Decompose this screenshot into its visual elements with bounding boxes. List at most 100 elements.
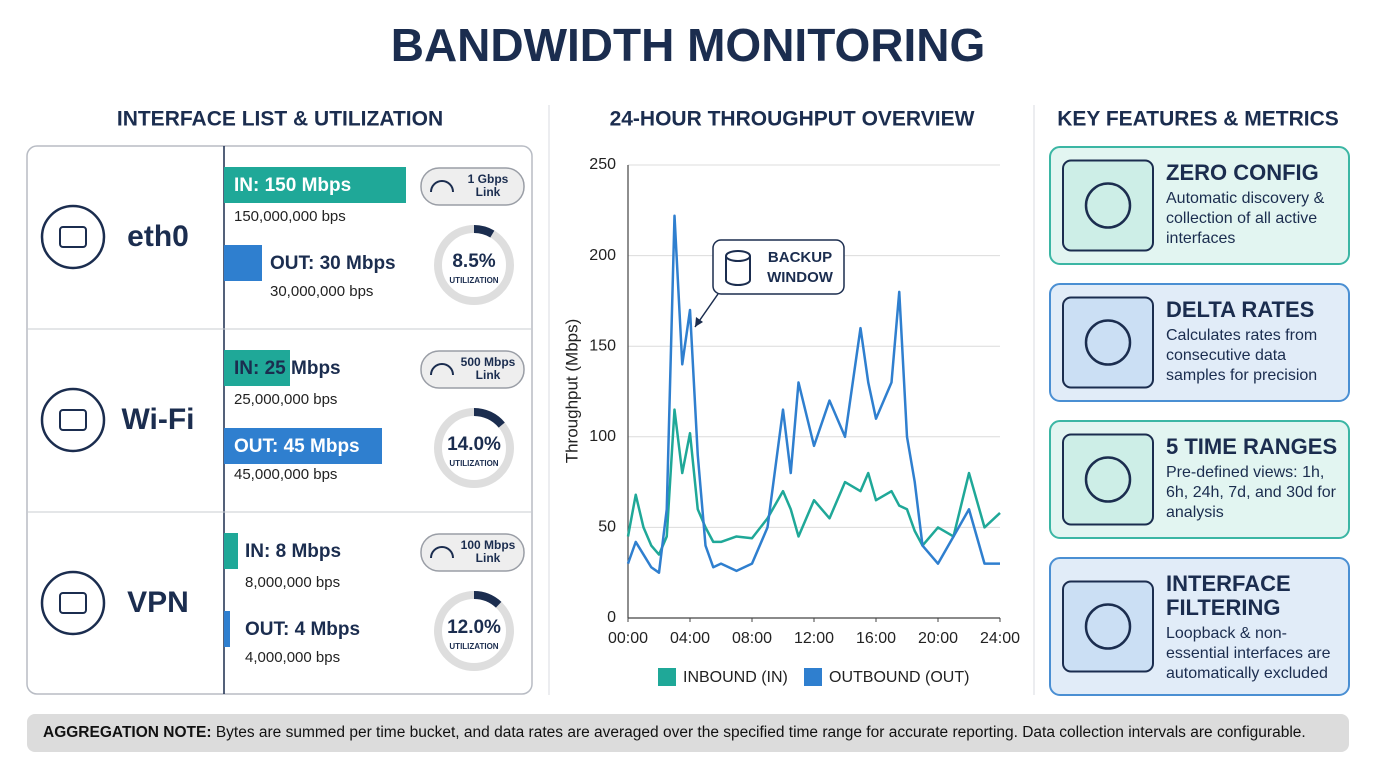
- section-heading: KEY FEATURES & METRICS: [1057, 108, 1339, 131]
- interface-icon: [40, 204, 106, 270]
- y-tick-label: 50: [598, 519, 616, 536]
- x-tick-label: 16:00: [856, 630, 896, 647]
- feature-text: INTERFACE FILTERING Loopback & non-essent…: [1166, 572, 1344, 684]
- utilization-caption: UTILIZATION: [449, 276, 498, 285]
- series-line: [626, 408, 1001, 556]
- in-bps: 150,000,000 bps: [234, 208, 346, 225]
- gauge-arc: [473, 408, 505, 428]
- link-pill: [420, 167, 525, 206]
- section-heading: INTERFACE LIST & UTILIZATION: [117, 108, 443, 131]
- series-line: [626, 214, 1000, 574]
- x-tick-label: 08:00: [732, 630, 772, 647]
- gauge-arc: [473, 591, 502, 608]
- out-bps: 4,000,000 bps: [245, 649, 340, 666]
- in-bps: 25,000,000 bps: [234, 391, 337, 408]
- link-label: 100 Mbps Link: [460, 538, 516, 565]
- y-tick-label: 250: [589, 156, 616, 173]
- note-text: Bytes are summed per time bucket, and da…: [215, 724, 1306, 741]
- interface-icon: [40, 387, 106, 453]
- utilization-value: 8.5%: [452, 251, 495, 272]
- utilization-caption: UTILIZATION: [449, 459, 498, 468]
- link-label: 500 Mbps Link: [460, 355, 516, 382]
- annotation-arrowhead: [695, 317, 703, 327]
- in-bar: [224, 167, 406, 203]
- in-bar: [224, 350, 290, 386]
- interface-icon: [40, 570, 106, 636]
- aggregation-note: AGGREGATION NOTE: Bytes are summed per t…: [43, 724, 1343, 742]
- x-tick-label: 24:00: [980, 630, 1020, 647]
- page-title: BANDWIDTH MONITORING: [391, 19, 986, 71]
- annotation-text: BACKUP: [768, 249, 832, 266]
- utilization-caption: UTILIZATION: [449, 642, 498, 651]
- interface-name: Wi-Fi: [121, 403, 194, 436]
- y-tick-label: 200: [589, 247, 616, 264]
- annotation-box: [712, 239, 845, 295]
- link-pill: [420, 533, 525, 572]
- link-label: 1 Gbps Link: [467, 172, 509, 199]
- in-label: IN: 8 Mbps: [245, 541, 341, 562]
- feature-icon-box: [1062, 296, 1154, 389]
- note-bar: [27, 714, 1349, 752]
- x-tick-label: 04:00: [670, 630, 710, 647]
- in-label: IN: 25 Mbps: [234, 358, 341, 379]
- link-pill: [420, 350, 525, 389]
- feature-description: Automatic discovery & collection of all …: [1166, 190, 1325, 247]
- legend-swatch: [658, 668, 676, 686]
- interface-icon-glyph: [59, 409, 87, 431]
- in-label: IN: 150 Mbps: [234, 175, 351, 196]
- out-label: OUT: 30 Mbps: [270, 253, 396, 274]
- feature-text: 5 TIME RANGES Pre-defined views: 1h, 6h, …: [1166, 435, 1344, 523]
- in-bps: 8,000,000 bps: [245, 574, 340, 591]
- feature-icon: [1084, 319, 1132, 366]
- interface-name: eth0: [127, 220, 189, 253]
- interface-name: VPN: [127, 586, 189, 619]
- x-tick-label: 00:00: [608, 630, 648, 647]
- out-bar: [224, 611, 230, 647]
- x-tick-label: 12:00: [794, 630, 834, 647]
- out-label: OUT: 45 Mbps: [234, 436, 360, 457]
- link-icon: [430, 546, 454, 559]
- feature-icon-box: [1062, 159, 1154, 252]
- y-axis-label: Throughput (Mbps): [562, 319, 581, 464]
- utilization-value: 14.0%: [447, 434, 501, 455]
- feature-icon-box: [1062, 433, 1154, 526]
- link-icon: [430, 363, 454, 376]
- feature-title: INTERFACE FILTERING: [1166, 571, 1291, 620]
- interface-panel: [26, 145, 533, 695]
- section-heading: 24-HOUR THROUGHPUT OVERVIEW: [610, 108, 975, 131]
- gauge-arc: [473, 225, 495, 238]
- feature-text: ZERO CONFIG Automatic discovery & collect…: [1166, 161, 1344, 249]
- y-tick-label: 100: [589, 428, 616, 445]
- feature-description: Loopback & non-essential interfaces are …: [1166, 625, 1331, 682]
- interface-icon-glyph: [59, 226, 87, 248]
- feature-icon: [1084, 603, 1132, 650]
- note-label: AGGREGATION NOTE:: [43, 724, 212, 741]
- utilization-value: 12.0%: [447, 617, 501, 638]
- annotation-icon: [725, 256, 751, 286]
- out-bar: [224, 245, 262, 281]
- feature-icon-box: [1062, 580, 1154, 673]
- y-tick-label: 0: [607, 609, 616, 626]
- legend-swatch: [804, 668, 822, 686]
- link-icon: [430, 180, 454, 193]
- feature-title: ZERO CONFIG: [1166, 160, 1319, 185]
- feature-icon: [1084, 456, 1132, 503]
- in-bar: [224, 533, 238, 569]
- feature-description: Calculates rates from consecutive data s…: [1166, 327, 1318, 384]
- feature-icon: [1084, 182, 1132, 229]
- feature-description: Pre-defined views: 1h, 6h, 24h, 7d, and …: [1166, 464, 1336, 521]
- legend-label: OUTBOUND (OUT): [829, 669, 969, 686]
- feature-title: DELTA RATES: [1166, 297, 1315, 322]
- out-bps: 30,000,000 bps: [270, 283, 373, 300]
- x-tick-label: 20:00: [918, 630, 958, 647]
- out-bps: 45,000,000 bps: [234, 466, 337, 483]
- out-label: OUT: 4 Mbps: [245, 619, 360, 640]
- feature-text: DELTA RATES Calculates rates from consecu…: [1166, 298, 1344, 386]
- feature-title: 5 TIME RANGES: [1166, 434, 1338, 459]
- legend-label: INBOUND (IN): [683, 669, 788, 686]
- out-bar: [224, 428, 382, 464]
- interface-icon-glyph: [59, 592, 87, 614]
- y-tick-label: 150: [589, 337, 616, 354]
